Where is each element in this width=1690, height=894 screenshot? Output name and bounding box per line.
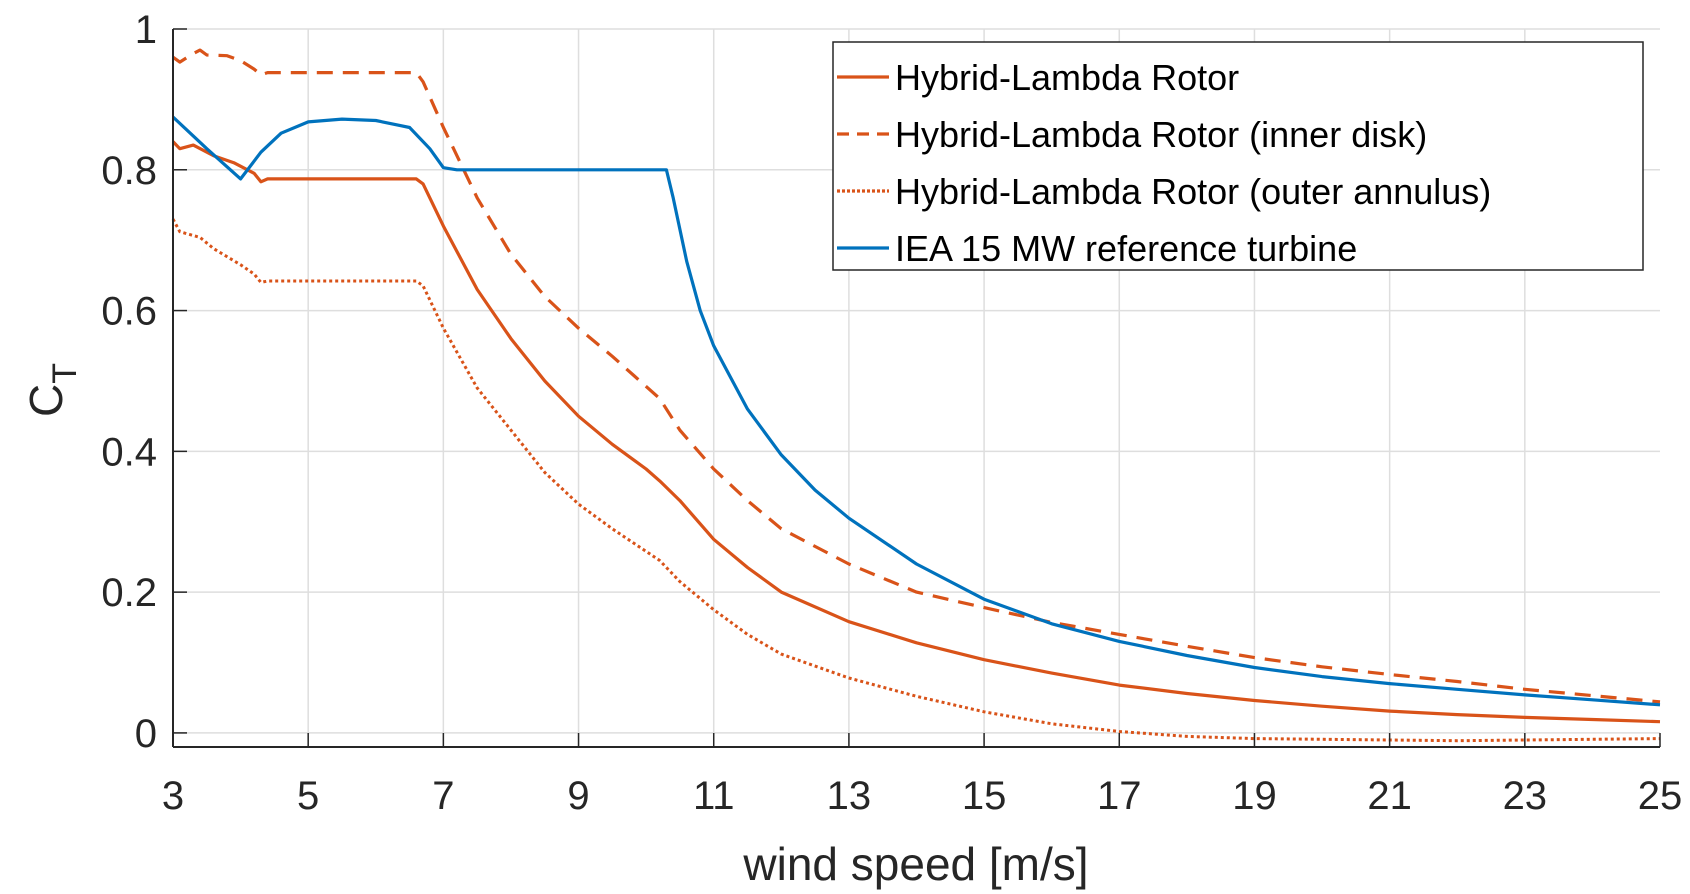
y-tick-label: 0.6	[101, 290, 157, 334]
axes	[172, 28, 1661, 748]
x-tick-label: 3	[162, 774, 184, 818]
y-tick-label: 1	[135, 8, 157, 52]
legend-box	[832, 41, 1644, 271]
x-tick-label: 7	[432, 774, 454, 818]
x-tick-label: 15	[962, 774, 1007, 818]
y-tick-label: 0.4	[101, 430, 157, 474]
x-tick-labels: 3 5 7 9 11 13 15 17 19 21 23 25	[162, 774, 1682, 818]
legend-entry-1: Hybrid-Lambda Rotor (inner disk)	[895, 114, 1427, 155]
x-tick-label: 9	[567, 774, 589, 818]
y-axis-label-main: C	[20, 384, 72, 417]
y-axis-label: CT	[20, 363, 84, 417]
x-tick-label: 5	[297, 774, 319, 818]
series-line-3	[171, 115, 1661, 707]
y-tick-label: 0	[135, 712, 157, 756]
series-group	[171, 48, 1661, 743]
y-axis-label-subscript: T	[46, 363, 84, 384]
y-tick-label: 0.8	[101, 149, 157, 193]
x-tick-label: 19	[1232, 774, 1277, 818]
x-tick-label: 11	[693, 774, 735, 818]
y-tick-label: 0.2	[101, 571, 157, 615]
legend-entry-0: Hybrid-Lambda Rotor	[895, 57, 1239, 98]
series-line-1	[172, 48, 1661, 704]
x-tick-label: 25	[1638, 774, 1683, 818]
x-axis-label: wind speed [m/s]	[742, 838, 1088, 890]
x-tick-label: 21	[1367, 774, 1412, 818]
x-tick-label: 23	[1503, 774, 1548, 818]
series-line-2	[171, 218, 1661, 743]
x-tick-label: 13	[827, 774, 872, 818]
svg-text:CT: CT	[20, 363, 84, 417]
legend: Hybrid-Lambda Rotor Hybrid-Lambda Rotor (…	[832, 41, 1644, 271]
series-line-0	[171, 140, 1661, 724]
legend-entry-3: IEA 15 MW reference turbine	[895, 228, 1357, 269]
legend-entry-2: Hybrid-Lambda Rotor (outer annulus)	[895, 171, 1491, 212]
y-tick-labels: 0 0.2 0.4 0.6 0.8 1	[101, 8, 157, 756]
x-tick-label: 17	[1097, 774, 1142, 818]
